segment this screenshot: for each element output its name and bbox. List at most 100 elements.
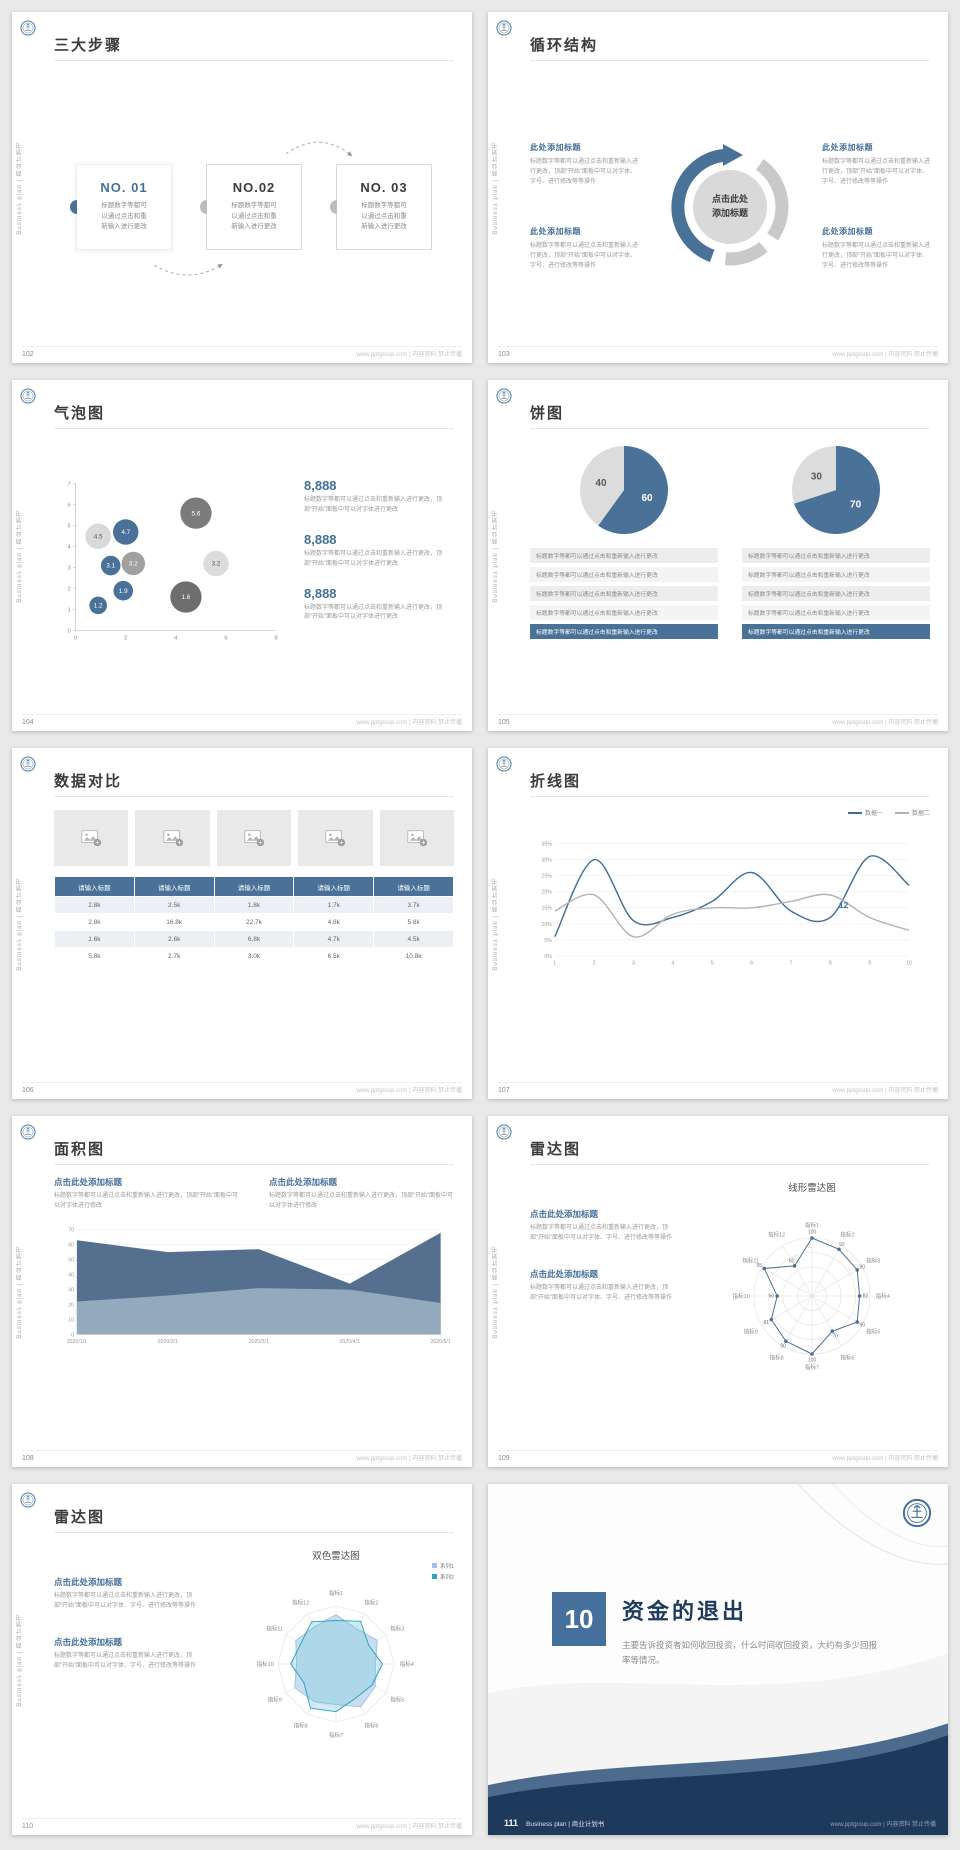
slide-footer-url: www.pptgroup.com | 内容资料 禁止传播: [356, 1824, 462, 1830]
step-accent-semicircle: [330, 199, 337, 214]
svg-text:8: 8: [829, 961, 832, 967]
slide-104[interactable]: Business plan | 商业计划书 气泡图 0 1 2 3 4 5 6 7 0 2 4 6 8 4…: [12, 380, 472, 731]
table-cell: 2.8k: [54, 913, 135, 931]
svg-text:5%: 5%: [544, 938, 552, 944]
svg-text:1: 1: [67, 608, 70, 614]
text-block: 点击此处添加标题 标题数字等都可以通过点击和重新输入进行更改，顶部“开始”面板中…: [54, 1636, 204, 1672]
table-cell: 5.8k: [373, 913, 454, 931]
stat-value: 8,888: [304, 478, 337, 493]
block-heading: 点击此处添加标题: [54, 1177, 123, 1187]
pie-legend-bar: 标题数字等都可以通过点击和重新输入进行更改: [530, 585, 718, 602]
page-number: 102: [22, 351, 34, 358]
slide-title: 雷达图: [530, 1141, 582, 1158]
legend-label: 数据二: [911, 811, 930, 817]
table-cell: 3.7k: [373, 896, 454, 914]
block-heading: 点击此处添加标题: [54, 1577, 123, 1587]
title-divider: [54, 428, 454, 429]
svg-text:90: 90: [780, 1344, 786, 1350]
bubble-chart: 0 1 2 3 4 5 6 7 0 2 4 6 8 4.5 4.7 5.6 3.1 3.2 3.2 1.2 1.9 1.6: [67, 482, 277, 642]
title-divider: [54, 796, 454, 797]
svg-text:4: 4: [671, 961, 674, 967]
chart-legend: 系列1 系列2: [431, 1562, 454, 1581]
vertical-brand-text: Business plan | 商业计划书: [17, 140, 23, 235]
table-cell: 6.5k: [293, 947, 375, 965]
page-number: 107: [498, 1087, 510, 1094]
slide-103[interactable]: Business plan | 商业计划书 循环结构 此处添加标题 标题数字等都…: [488, 12, 948, 363]
stat-value: 8,888: [304, 585, 337, 601]
section-number-badge: 10: [552, 1592, 606, 1646]
vertical-brand-text: Business plan | 商业计划书: [17, 876, 23, 971]
svg-text:指标2: 指标2: [364, 1599, 378, 1607]
step-number: NO.02: [232, 180, 276, 196]
radar-chart-area: 线形雷达图 指标1 指标2 指标3 指标4 指标5 指标6 指标7 指标8 指标9 指标10 指标1…: [694, 1174, 930, 1401]
svg-text:7: 7: [789, 961, 792, 967]
svg-text:2: 2: [124, 635, 127, 641]
cycle-ring-graphic: [671, 143, 789, 265]
slide-109[interactable]: Business plan | 商业计划书 雷达图 点击此处添加标题 标题数字等…: [488, 1116, 948, 1467]
steps-diagram: NO. 01 标题数字等都可 以通过点击和重 新输入进行更改 NO.02 标题数…: [54, 70, 454, 343]
table-cell: 16.8k: [133, 913, 215, 931]
cycle-text-block: 此处添加标题 标题数字等都可以通过点击和重新输入进行更改，顶部“开始”面板中可以…: [822, 226, 930, 272]
vertical-brand-text: Business plan | 商业计划书: [17, 1612, 23, 1707]
block-heading: 此处添加标题: [530, 226, 581, 236]
svg-text:指标9: 指标9: [744, 1327, 758, 1335]
svg-text:指标8: 指标8: [770, 1353, 784, 1361]
svg-text:指标11: 指标11: [266, 1625, 283, 1633]
pie-column-2: 70 30 标题数字等都可以通过点击和重新输入进行更改 标题数字等都可以通过点击和重…: [742, 444, 930, 711]
legend-item: 数据二: [894, 808, 930, 817]
svg-text:40: 40: [68, 1272, 74, 1278]
svg-text:1: 1: [553, 961, 556, 967]
block-heading: 此处添加标题: [530, 142, 581, 152]
table-row: 2.8k 2.5k 1.8k 1.7k 3.7k: [54, 896, 454, 914]
svg-text:3.1: 3.1: [106, 563, 115, 570]
text-block: 点击此处添加标题 标题数字等都可以通过点击和重新输入进行更改，顶部“开始”面板中…: [530, 1268, 680, 1304]
table-cell: 2.8k: [54, 896, 135, 914]
svg-text:81: 81: [764, 1320, 770, 1326]
legend-item: 系列1: [431, 1562, 454, 1570]
slide-footer-url: www.pptgroup.com | 内容资料 禁止传播: [356, 720, 462, 726]
slide-title: 面积图: [54, 1141, 106, 1158]
image-placeholder-row: [54, 810, 455, 866]
slide-110[interactable]: Business plan | 商业计划书 雷达图 点击此处添加标题 标题数字等…: [12, 1484, 472, 1835]
table-row: 2.8k 16.8k 22.7k 4.8k 5.8k: [54, 913, 454, 931]
slide-107[interactable]: Business plan | 商业计划书 折线图 数据一 数据二 0% 5% 10…: [488, 748, 948, 1099]
vertical-brand-text: Business plan | 商业计划书: [493, 876, 499, 971]
image-placeholder: [298, 810, 373, 866]
chart-subtitle: 线形雷达图: [788, 1183, 836, 1194]
table-cell: 22.7k: [213, 913, 295, 931]
image-placeholder: [379, 810, 455, 866]
svg-text:5: 5: [711, 961, 714, 967]
svg-text:0: 0: [67, 628, 71, 634]
svg-text:指标1: 指标1: [329, 1589, 343, 1597]
cycle-diagram: 此处添加标题 标题数字等都可以通过点击和重新输入进行更改，顶部“开始”面板中可以…: [530, 70, 930, 343]
stat-block: 8,888 标题数字等都可以通过点击和重新输入进行更改，顶部“开始”面板中可以对…: [304, 478, 454, 516]
block-text: 标题数字等都可以通过点击和重新输入进行更改，顶部“开始”面板中可以对字体、字号、…: [530, 158, 639, 186]
picture-icon: [81, 830, 102, 847]
svg-text:1.6: 1.6: [182, 594, 191, 601]
slide-105[interactable]: Business plan | 商业计划书 饼图 60 40 标题数字等都可以通过…: [488, 380, 948, 731]
slide-102[interactable]: Business plan | 商业计划书 三大步骤 NO. 01 标题数字等都…: [12, 12, 472, 363]
svg-text:2020/2/1: 2020/2/1: [158, 1339, 178, 1345]
svg-text:60: 60: [789, 1258, 795, 1264]
stat-value: 8,888: [304, 531, 337, 547]
svg-text:30: 30: [811, 471, 823, 482]
pie-legend-bar: 标题数字等都可以通过点击和重新输入进行更改: [742, 604, 930, 620]
slide-111[interactable]: 10 资金的退出 主要告诉投资者如何收回投资，什么时间收回投资，大约有多少回报率…: [488, 1484, 948, 1835]
svg-text:30: 30: [68, 1287, 74, 1293]
svg-text:6: 6: [67, 503, 70, 509]
svg-text:4.5: 4.5: [94, 533, 103, 540]
pie-chart: 60 40: [580, 446, 668, 534]
brand-logo-icon: [496, 20, 512, 36]
table-header-cell: 请输入标题: [213, 876, 295, 897]
svg-text:2020/5/1: 2020/5/1: [430, 1339, 450, 1345]
picture-icon: [407, 830, 427, 847]
svg-text:70: 70: [832, 1334, 838, 1340]
stat-block: 8,888 标题数字等都可以通过点击和重新输入进行更改，顶部“开始”面板中可以对…: [304, 586, 454, 624]
svg-text:指标12: 指标12: [292, 1599, 309, 1607]
svg-text:指标8: 指标8: [294, 1721, 308, 1729]
slide-108[interactable]: Business plan | 商业计划书 面积图 点击此处添加标题 标题数字等…: [12, 1116, 472, 1467]
svg-text:40: 40: [595, 478, 607, 489]
slide-106[interactable]: Business plan | 商业计划书 数据对比 请输入标题 请输入标题 请输入…: [12, 748, 472, 1099]
